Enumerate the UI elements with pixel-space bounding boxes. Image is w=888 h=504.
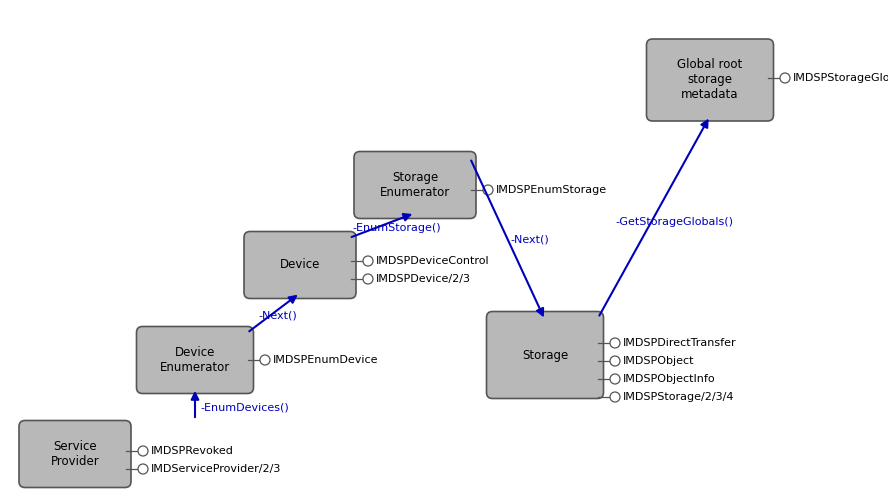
Text: IMDSPStorage/2/3/4: IMDSPStorage/2/3/4 xyxy=(623,392,734,402)
Text: -EnumDevices(): -EnumDevices() xyxy=(200,403,289,413)
Text: -GetStorageGlobals(): -GetStorageGlobals() xyxy=(615,217,733,227)
Text: Storage
Enumerator: Storage Enumerator xyxy=(380,171,450,199)
Text: Global root
storage
metadata: Global root storage metadata xyxy=(678,58,742,101)
Circle shape xyxy=(483,185,493,195)
Circle shape xyxy=(260,355,270,365)
FancyBboxPatch shape xyxy=(137,327,253,394)
Text: -EnumStorage(): -EnumStorage() xyxy=(352,223,440,233)
FancyBboxPatch shape xyxy=(19,420,131,487)
Text: Device: Device xyxy=(280,259,321,272)
Text: IMDSPEnumStorage: IMDSPEnumStorage xyxy=(496,185,607,195)
Circle shape xyxy=(610,392,620,402)
Text: -Next(): -Next() xyxy=(258,310,297,320)
Text: IMDSPDeviceControl: IMDSPDeviceControl xyxy=(376,256,489,266)
FancyBboxPatch shape xyxy=(244,231,356,298)
FancyBboxPatch shape xyxy=(354,152,476,219)
Text: IMDSPDirectTransfer: IMDSPDirectTransfer xyxy=(623,338,737,348)
Circle shape xyxy=(780,73,790,83)
Text: IMDSPEnumDevice: IMDSPEnumDevice xyxy=(273,355,378,365)
Text: IMDSPStorageGlobals: IMDSPStorageGlobals xyxy=(793,73,888,83)
Text: IMDSPRevoked: IMDSPRevoked xyxy=(151,446,234,456)
Circle shape xyxy=(610,356,620,366)
Text: IMDSPDevice/2/3: IMDSPDevice/2/3 xyxy=(376,274,471,284)
Circle shape xyxy=(363,274,373,284)
Text: IMDServiceProvider/2/3: IMDServiceProvider/2/3 xyxy=(151,464,281,474)
FancyBboxPatch shape xyxy=(487,311,604,399)
Text: Service
Provider: Service Provider xyxy=(51,440,99,468)
Text: Storage: Storage xyxy=(522,348,568,361)
Circle shape xyxy=(610,338,620,348)
Circle shape xyxy=(138,464,148,474)
Text: -Next(): -Next() xyxy=(510,235,549,245)
Circle shape xyxy=(138,446,148,456)
FancyBboxPatch shape xyxy=(646,39,773,121)
Circle shape xyxy=(610,374,620,384)
Text: Device
Enumerator: Device Enumerator xyxy=(160,346,230,374)
Text: IMDSPObjectInfo: IMDSPObjectInfo xyxy=(623,374,716,384)
Circle shape xyxy=(363,256,373,266)
Text: IMDSPObject: IMDSPObject xyxy=(623,356,694,366)
